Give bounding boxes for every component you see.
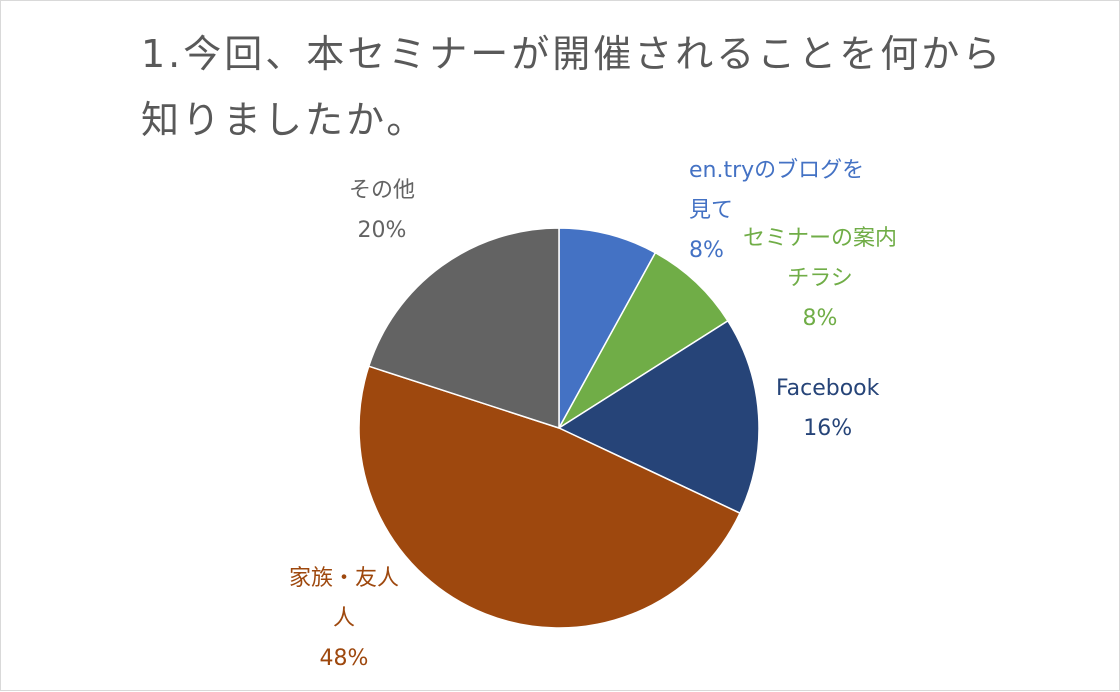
slice-label-line: en.tryのブログを: [689, 158, 865, 183]
slice-label-family-friends: 家族・友人 人 48%: [289, 559, 399, 679]
slice-label-line: その他: [349, 178, 416, 203]
slice-value-label: 48%: [319, 646, 369, 671]
slice-label-entry-blog: en.tryのブログを 見て 8%: [689, 151, 864, 271]
slice-label-line: 家族・友人: [289, 566, 400, 591]
pie-slice-1: [558, 251, 729, 429]
slice-label-line: Facebook: [776, 376, 880, 401]
slice-value-label: 8%: [689, 238, 724, 263]
pie-slice-2: [557, 319, 760, 515]
slice-label-line: チラシ: [787, 266, 853, 291]
slice-label-facebook: Facebook 16%: [776, 369, 879, 449]
slice-label-line: 人: [333, 606, 356, 631]
slice-label-line: 見て: [689, 198, 734, 223]
pie-slice-3: [358, 365, 741, 629]
slice-label-other: その他 20%: [349, 171, 415, 251]
slice-value-label: 16%: [803, 416, 853, 441]
slice-value-label: 8%: [802, 306, 838, 331]
slice-label-seminar-flyer: セミナーの案内 チラシ 8%: [743, 219, 897, 339]
slice-label-line: セミナーの案内: [743, 226, 898, 251]
pie-slice-4: [367, 227, 560, 430]
pie-slice-0: [558, 227, 657, 429]
chart-title: 1.今回、本セミナーが開催されることを何から知りましたか。: [141, 32, 1004, 142]
slice-value-label: 20%: [357, 218, 407, 243]
